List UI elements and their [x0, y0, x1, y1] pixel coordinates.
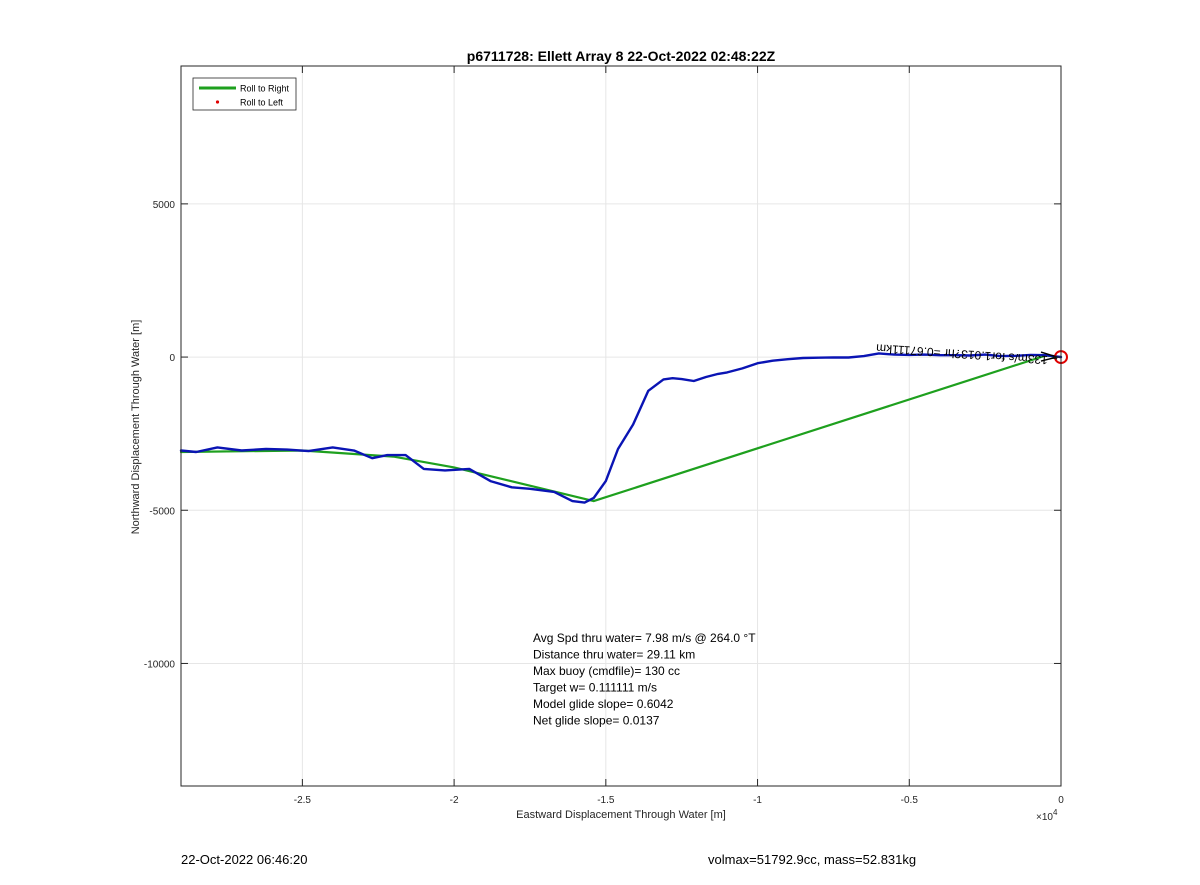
trajectory-annotation: ←133m/s for1.013?hr =0.67111km — [876, 341, 1061, 368]
y-tick-label: 0 — [169, 353, 175, 364]
grid-layer — [181, 66, 1062, 786]
x-tick-label: -1.5 — [597, 795, 615, 806]
legend-dot-swatch — [215, 100, 220, 104]
legend: Roll to Right Roll to Left — [192, 77, 297, 111]
x-axis-exponent-power: 4 — [1053, 808, 1058, 817]
stats-line: Max buoy (cmdfile)= 130 cc — [533, 664, 680, 678]
y-tick-label: 5000 — [153, 200, 176, 211]
x-tick-label: -1 — [753, 795, 762, 806]
green-roll-right-line — [179, 354, 1063, 503]
blue-trajectory-line — [179, 352, 1063, 504]
stats-line: Net glide slope= 0.0137 — [533, 714, 660, 728]
y-tick-label: -5000 — [149, 506, 175, 517]
series-layer — [179, 350, 1068, 504]
x-axis-exponent: ×104 — [1036, 808, 1058, 823]
y-tick-label: -10000 — [144, 659, 176, 670]
tick-layer: -2.5 -2 -1.5 -1 -0.5 0 -10000 -5000 0 5000 — [144, 66, 1064, 806]
stats-line: Distance thru water= 29.11 km — [533, 648, 695, 662]
x-axis-exponent-base: ×10 — [1036, 812, 1053, 823]
stats-line: Model glide slope= 0.6042 — [533, 697, 674, 711]
legend-label: Roll to Right — [240, 84, 290, 94]
x-axis-label: Eastward Displacement Through Water [m] — [516, 809, 726, 821]
legend-label: Roll to Left — [240, 98, 284, 108]
footer-volmax-mass: volmax=51792.9cc, mass=52.831kg — [708, 852, 917, 867]
x-tick-label: -2.5 — [294, 795, 312, 806]
stats-block: Avg Spd thru water= 7.98 m/s @ 264.0 °T D… — [533, 631, 756, 728]
plot-area-frame — [180, 65, 1062, 787]
stats-line: Avg Spd thru water= 7.98 m/s @ 264.0 °T — [533, 631, 756, 645]
footer-timestamp: 22-Oct-2022 06:46:20 — [181, 852, 308, 867]
stats-line: Target w= 0.111111 m/s — [533, 681, 657, 695]
y-axis-label: Northward Displacement Through Water [m] — [130, 320, 142, 535]
x-tick-label: 0 — [1058, 795, 1064, 806]
legend-box — [192, 77, 297, 111]
x-tick-label: -2 — [450, 795, 459, 806]
x-tick-label: -0.5 — [901, 795, 919, 806]
chart-title: p6711728: Ellett Array 8 22-Oct-2022 02:… — [467, 48, 776, 64]
